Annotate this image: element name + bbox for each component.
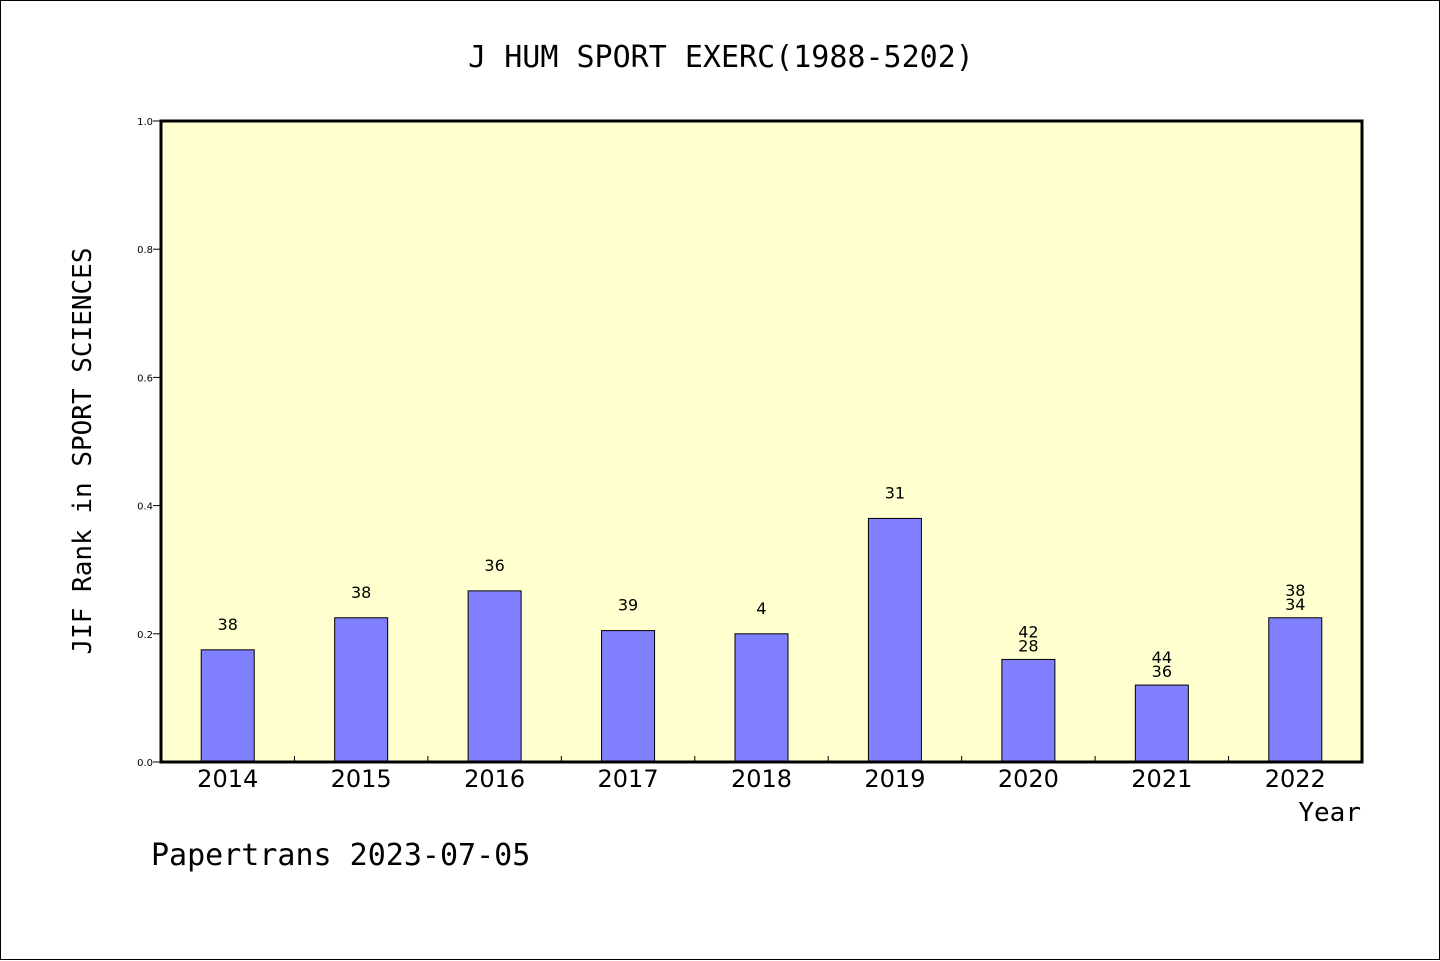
chart-title: J HUM SPORT EXERC(1988-5202) — [468, 40, 974, 75]
x-tick-label: 2015 — [331, 765, 392, 793]
x-tick-label: 2021 — [1131, 765, 1192, 793]
bar-data-label: 39 — [618, 596, 638, 615]
bar-2017 — [601, 630, 656, 763]
bar-data-label: 38 — [351, 583, 371, 602]
bar-data-label: 36 — [484, 556, 504, 575]
plot-border — [159, 119, 1364, 764]
bar-data-label: 31 — [885, 483, 905, 502]
bar-2016 — [467, 590, 522, 763]
bar-2020 — [1001, 658, 1056, 763]
bars-group — [200, 517, 1323, 763]
bar-data-label: 38 — [218, 615, 238, 634]
y-tick-label: 1.0 — [137, 117, 153, 128]
x-tick-label: 2019 — [864, 765, 925, 793]
bar-2018 — [734, 633, 789, 763]
bar-data-label: 38 — [1285, 581, 1305, 600]
bar-data-label: 36 — [1152, 662, 1172, 681]
y-tick-label: 0.8 — [137, 245, 153, 256]
y-axis-ticks: 0.0 0.2 0.4 0.6 0.8 1.0 — [137, 117, 161, 769]
bar-data-label: 4 — [756, 599, 766, 618]
y-tick-label: 0.0 — [137, 758, 153, 769]
bar-data-label: 44 — [1152, 648, 1172, 667]
bar-2015 — [334, 617, 389, 763]
bar-2021 — [1134, 684, 1189, 763]
bar-2014 — [200, 649, 255, 763]
x-tick-label: 2020 — [998, 765, 1059, 793]
bar-2022 — [1268, 617, 1323, 763]
x-tick-label: 2014 — [197, 765, 258, 793]
y-axis-label: JIF Rank in SPORT SCIENCES — [68, 248, 98, 655]
y-tick-label: 0.4 — [137, 502, 153, 513]
y-tick-label: 0.2 — [137, 630, 153, 641]
x-axis-label: Year — [1298, 798, 1361, 828]
bar-data-label: 34 — [1285, 595, 1305, 614]
x-tick-label: 2016 — [464, 765, 525, 793]
bar-2019 — [867, 517, 922, 763]
footer-text: Papertrans 2023-07-05 — [151, 838, 530, 873]
x-tick-label: 2022 — [1265, 765, 1326, 793]
x-axis-ticks: 2014 2015 2016 2017 2018 2019 2020 2021 2022 — [197, 756, 1326, 793]
bar-data-label: 28 — [1018, 636, 1038, 655]
x-tick-label: 2018 — [731, 765, 792, 793]
bar-data-label: 42 — [1018, 622, 1038, 641]
y-tick-label: 0.6 — [137, 373, 153, 384]
x-tick-label: 2017 — [598, 765, 659, 793]
